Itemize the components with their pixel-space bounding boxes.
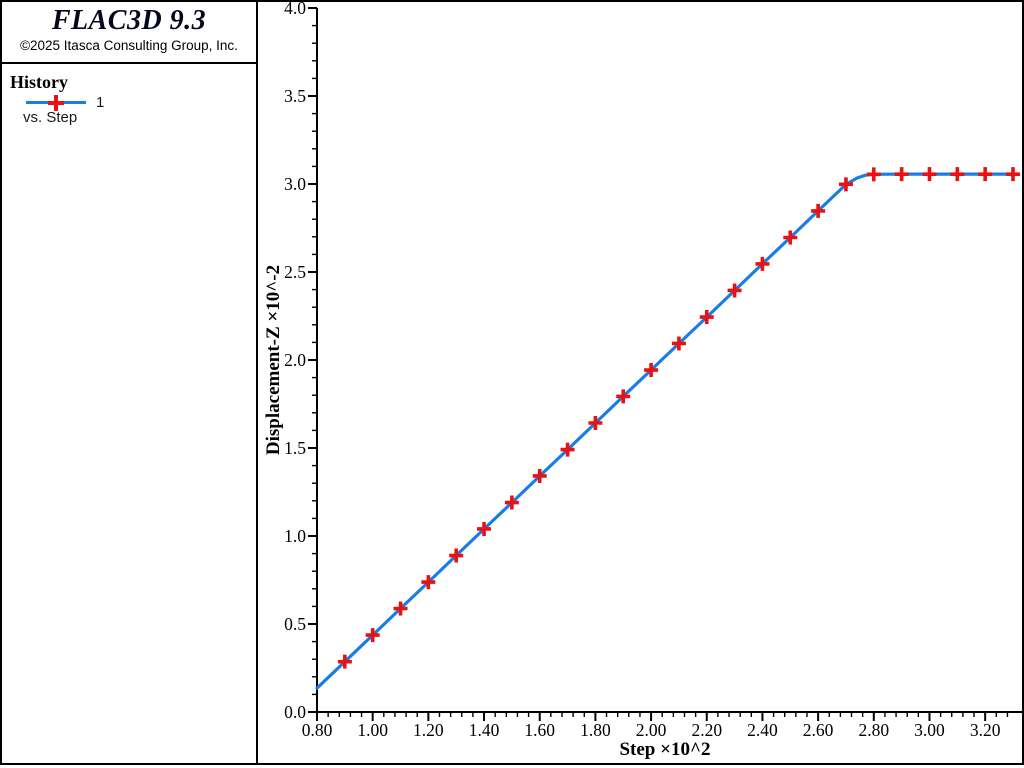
window-border-bottom [0,763,1024,765]
svg-text:1.20: 1.20 [413,720,444,740]
svg-text:1.60: 1.60 [524,720,555,740]
x-tick-labels: 0.80 1.00 1.20 1.40 1.60 1.80 2.00 2.20 2.40 2.60… [302,720,1001,740]
window-border-left [0,0,2,765]
svg-text:3.00: 3.00 [914,720,945,740]
data-line [315,172,1015,690]
svg-text:3.5: 3.5 [284,86,306,106]
window-border-top [0,0,1024,2]
history-heading: History [10,72,68,92]
svg-text:2.5: 2.5 [284,262,306,282]
svg-text:2.80: 2.80 [858,720,889,740]
svg-text:0.80: 0.80 [302,720,333,740]
svg-text:1.5: 1.5 [284,438,306,458]
svg-text:0.0: 0.0 [284,702,306,722]
y-axis-ticks [308,7,317,713]
y-tick-labels: 0.0 0.5 1.0 1.5 2.0 2.5 3.0 3.5 4.0 [284,0,306,722]
legend-sublabel: vs. Step [23,109,78,126]
svg-text:3.0: 3.0 [284,174,306,194]
legend-series-label: 1 [96,94,105,111]
svg-text:4.0: 4.0 [284,0,306,18]
svg-text:2.40: 2.40 [747,720,778,740]
svg-text:2.20: 2.20 [691,720,722,740]
data-markers [337,167,1020,669]
axes [316,8,1022,713]
svg-text:1.80: 1.80 [580,720,611,740]
svg-text:3.20: 3.20 [970,720,1001,740]
svg-text:1.40: 1.40 [469,720,500,740]
x-axis-title: Step ×10^2 [619,739,711,760]
svg-text:2.0: 2.0 [284,350,306,370]
legend-item: 1 [2,94,256,111]
svg-text:0.5: 0.5 [284,614,306,634]
copyright-text: ©2025 Itasca Consulting Group, Inc. [20,38,238,53]
x-axis-ticks [316,712,1009,721]
svg-text:1.0: 1.0 [284,526,306,546]
app-title: FLAC3D 9.3 [51,5,207,36]
y-axis-title: Displacement-Z ×10^-2 [263,264,284,456]
sidebar-separator [256,0,258,765]
svg-text:2.00: 2.00 [636,720,667,740]
sidebar: FLAC3D 9.3 ©2025 Itasca Consulting Group… [0,2,258,763]
svg-text:1.00: 1.00 [357,720,388,740]
svg-text:2.60: 2.60 [803,720,834,740]
window-border-right [1022,0,1024,765]
plus-marker-icon [48,100,64,105]
sidebar-divider-rule [0,62,258,64]
